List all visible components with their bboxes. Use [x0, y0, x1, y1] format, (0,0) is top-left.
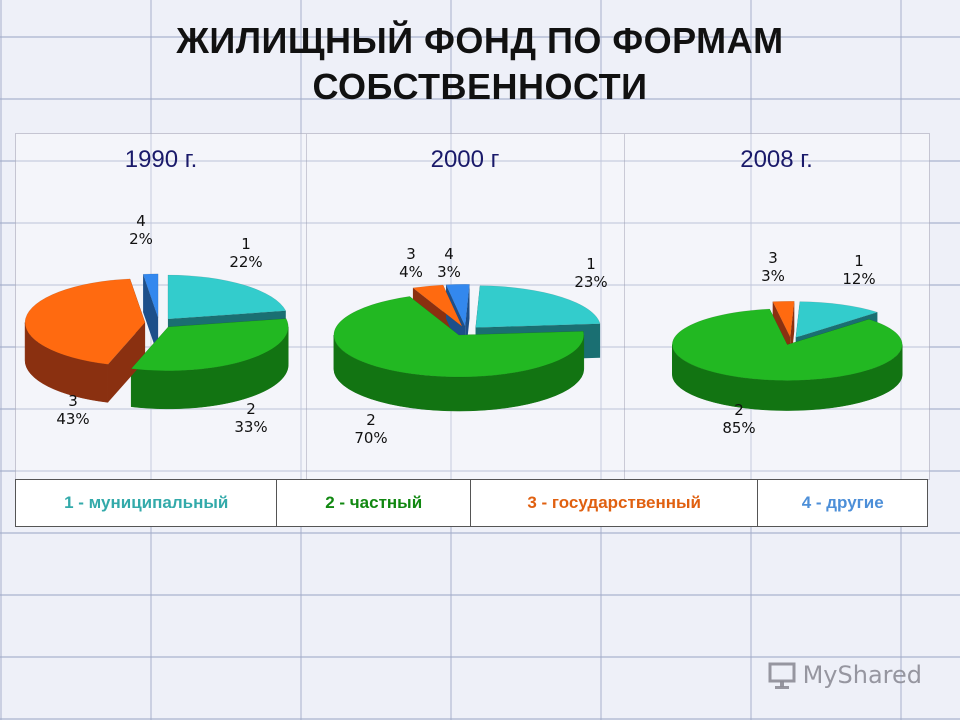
pie-slice-3: [24, 278, 146, 365]
legend-item-3: 3 - государственный: [471, 480, 759, 526]
pie-slice-2: [130, 318, 289, 372]
slice-category-label: 4: [444, 245, 454, 263]
pie-wall-3: [107, 322, 146, 403]
chart-1990: 1990 г. 1 22% 2 33% 3 43% 4 2%: [16, 134, 306, 479]
slice-category-label: 1: [241, 235, 251, 253]
page-title: ЖИЛИЩНЫЙ ФОНД ПО ФОРМАМ СОБСТВЕННОСТИ: [0, 18, 960, 110]
pie-slice-1: [475, 285, 601, 328]
presentation-icon: [768, 662, 796, 689]
slice-category-label: 2: [246, 400, 256, 418]
slice-category-label: 4: [136, 212, 146, 230]
slice-percent-label: 4%: [399, 263, 423, 281]
slice-percent-label: 12%: [842, 270, 875, 288]
watermark-text: MyShared: [802, 661, 922, 689]
pie-slice-1: [167, 274, 287, 320]
slice-percent-label: 33%: [234, 418, 267, 436]
chart-title-1990: 1990 г.: [124, 146, 198, 173]
pie-chart-2008: 112% 285% 33%: [672, 249, 903, 437]
pie-tops: [24, 273, 289, 372]
slice-category-label: 3: [768, 249, 778, 267]
slice-percent-label: 43%: [56, 410, 89, 428]
chart-2008: 2008 г. 1 12% 2 85% 3 3%: [624, 134, 929, 479]
legend-table: 1 - муниципальный 2 - частный 3 - госуда…: [15, 479, 928, 527]
chart-2000: 2000 г 1 23% 2 70% 3 4% 4 3%: [306, 134, 624, 479]
slice-percent-label: 85%: [722, 419, 755, 437]
divider: [624, 134, 625, 479]
pie-slice-3: [772, 301, 795, 339]
pie-slice-1: [795, 301, 879, 338]
slice-category-label: 3: [406, 245, 416, 263]
pie-tops: [672, 301, 903, 381]
pie-slice-2: [333, 296, 585, 378]
legend-item-2: 2 - частный: [277, 480, 471, 526]
slice-category-label: 3: [68, 392, 78, 410]
slice-percent-label: 22%: [229, 253, 262, 271]
pie-chart-2000: 123% 270% 34% 43%: [333, 245, 608, 447]
slice-category-label: 1: [586, 255, 596, 273]
slice-percent-label: 3%: [437, 263, 461, 281]
slice-percent-label: 3%: [761, 267, 785, 285]
pie-slice-4: [445, 284, 470, 328]
pie-chart-1990: 122% 233% 343% 42%: [24, 212, 289, 436]
divider: [306, 134, 307, 479]
slice-category-label: 2: [366, 411, 376, 429]
pie-slice-2: [672, 308, 903, 381]
title-line-1: ЖИЛИЩНЫЙ ФОНД ПО ФОРМАМ: [176, 20, 784, 61]
pie-tops: [333, 284, 601, 378]
legend-item-4: 4 - другие: [801, 493, 884, 512]
slice-category-label: 2: [734, 401, 744, 419]
slice-percent-label: 70%: [354, 429, 387, 447]
slice-percent-label: 2%: [129, 230, 153, 248]
chart-title-2000: 2000 г: [430, 146, 500, 173]
pie-wall-4: [143, 274, 159, 356]
legend-item-1: 1 - муниципальный: [16, 480, 278, 526]
title-line-2: СОБСТВЕННОСТИ: [312, 66, 648, 107]
pie-slice-3: [412, 284, 463, 327]
slice-category-label: 1: [854, 252, 864, 270]
charts-panel: 1990 г. 1 22% 2 33% 3 43% 4 2% 2000 г 1 23% 2 70% 3…: [15, 133, 930, 480]
pie-slice-4: [142, 273, 159, 318]
watermark: MyShared: [767, 660, 922, 690]
chart-title-2008: 2008 г.: [740, 146, 813, 173]
slice-percent-label: 23%: [574, 273, 607, 291]
